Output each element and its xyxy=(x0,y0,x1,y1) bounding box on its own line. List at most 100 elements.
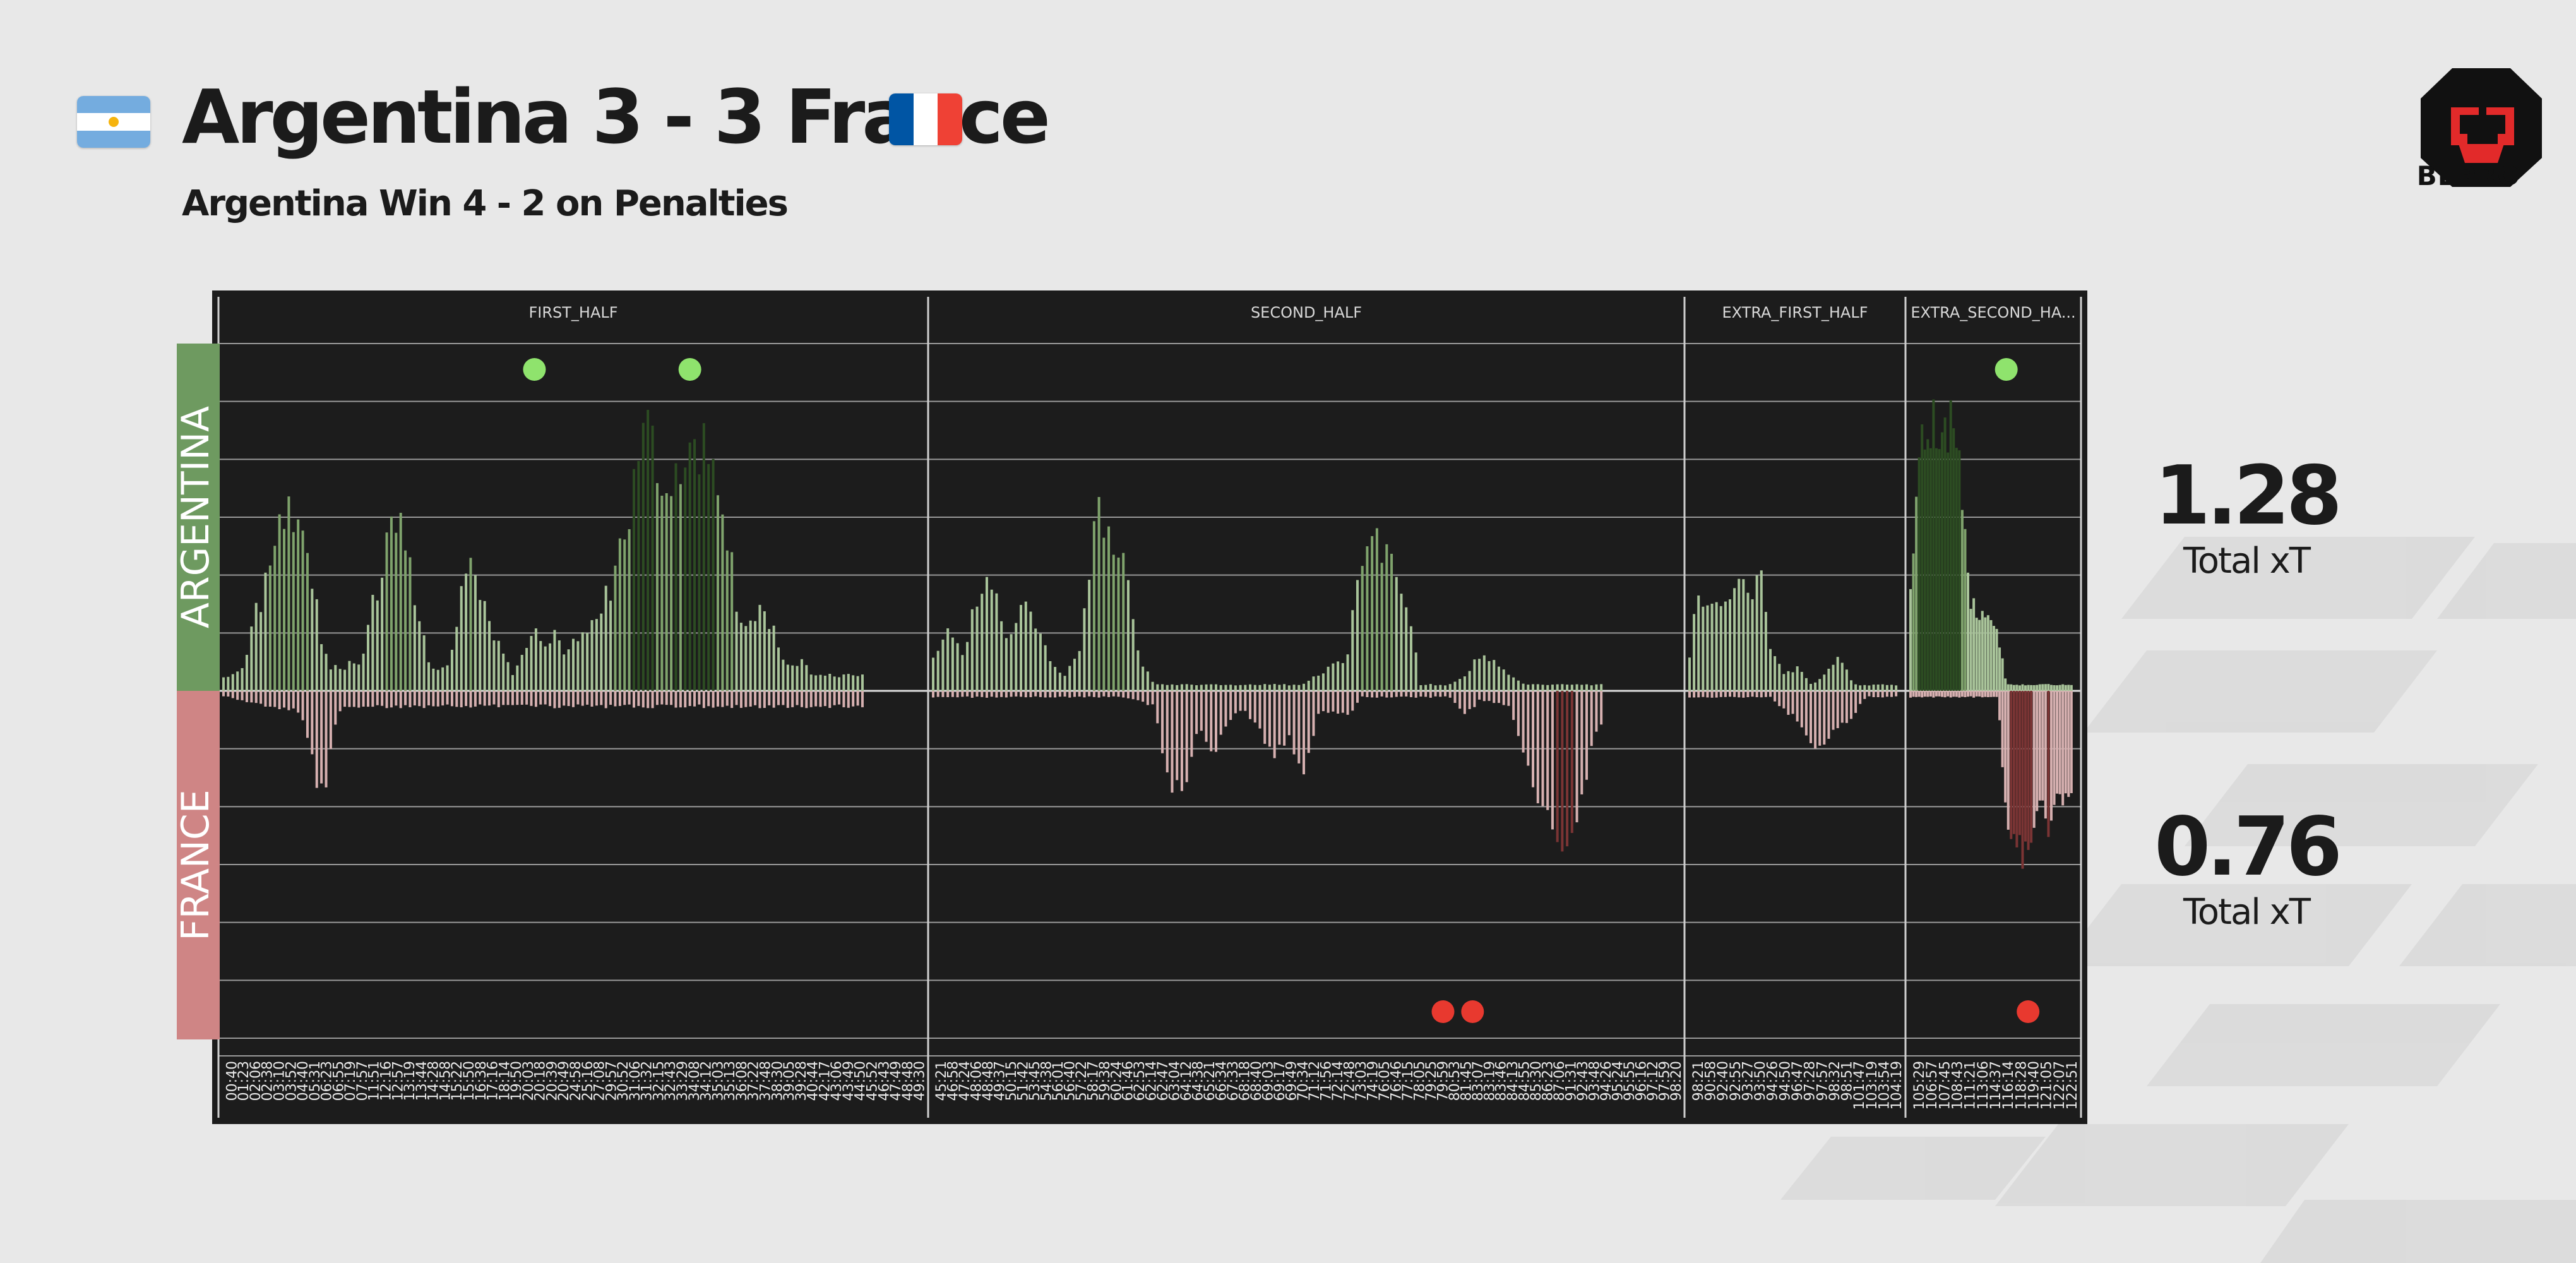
away-xt-bar xyxy=(1932,691,1935,698)
away-xt-bar xyxy=(1273,691,1276,758)
home-xt-bar xyxy=(609,601,612,691)
home-xt-bar xyxy=(352,663,355,691)
x-tick-label: 44:50 xyxy=(853,1061,869,1101)
home-xt-bar xyxy=(1541,685,1544,691)
home-xt-bar xyxy=(1832,664,1835,691)
x-tick-label: 107:45 xyxy=(1937,1061,1953,1110)
away-xt-bar xyxy=(1804,691,1808,736)
x-tick-label: 14:58 xyxy=(438,1061,453,1101)
away-xt-bar xyxy=(516,691,519,705)
x-tick-label: 02:38 xyxy=(260,1061,276,1101)
x-tick-label: 106:57 xyxy=(1924,1061,1940,1110)
away-xt-bar xyxy=(1361,691,1364,697)
home-xt-bar xyxy=(2024,685,2027,691)
away-xt-bar xyxy=(990,691,993,697)
home-xt-bar xyxy=(782,659,785,691)
away-xt-bar xyxy=(623,691,626,705)
home-xt-bar xyxy=(2070,685,2073,691)
away-xt-bar xyxy=(1292,691,1296,755)
home-xt-bar xyxy=(842,674,845,691)
away-xt-bar xyxy=(1958,691,1961,698)
away-xt-bar xyxy=(506,691,510,705)
home-xt-bar xyxy=(1126,580,1130,691)
away-xt-bar xyxy=(315,691,318,788)
home-xt-bar xyxy=(2049,685,2053,691)
home-goal-marker xyxy=(1995,358,2018,381)
x-tick-label: 84:13 xyxy=(1505,1061,1521,1101)
away-xt-bar xyxy=(1947,691,1950,697)
france-total-xt: 0.76 Total xT xyxy=(2120,807,2373,933)
away-xt-bar xyxy=(231,691,234,698)
home-xt-bar xyxy=(1122,553,1125,691)
home-xt-bar xyxy=(408,557,412,691)
away-xt-bar xyxy=(1356,691,1359,703)
home-xt-bar xyxy=(800,659,803,691)
away-xt-bar xyxy=(595,691,598,706)
home-xt-bar xyxy=(502,654,505,691)
home-xt-bar xyxy=(1702,606,1705,691)
home-xt-bar xyxy=(1964,529,1967,691)
argentina-xt-label: Total xT xyxy=(2183,541,2311,582)
france-xt-label: Total xT xyxy=(2183,892,2311,933)
away-xt-bar xyxy=(2032,691,2036,828)
home-xt-bar xyxy=(641,422,645,691)
away-xt-bar xyxy=(1200,691,1203,731)
home-xt-bar xyxy=(1307,680,1310,691)
home-xt-bar xyxy=(1102,537,1106,691)
home-xt-bar xyxy=(292,532,295,691)
home-xt-bar xyxy=(1419,685,1422,691)
x-tick-label: 39:05 xyxy=(782,1061,797,1101)
home-xt-bar xyxy=(712,458,715,691)
home-xt-bar xyxy=(539,641,542,691)
home-xt-bar xyxy=(688,442,691,691)
away-xt-bar xyxy=(549,691,552,707)
home-xt-bar xyxy=(404,550,407,691)
home-xt-bar xyxy=(1337,661,1340,691)
away-xt-bar xyxy=(1688,691,1691,698)
away-xt-bar xyxy=(966,691,969,697)
home-xt-bar xyxy=(1800,671,1803,691)
home-xt-bar xyxy=(376,600,379,691)
home-xt-bar xyxy=(647,410,650,691)
home-xt-bar xyxy=(1912,553,1915,691)
x-tick-label: 13:44 xyxy=(414,1061,430,1101)
home-xt-bar xyxy=(1024,601,1027,691)
away-xt-bar xyxy=(852,691,855,707)
home-xt-bar xyxy=(684,467,687,691)
home-xt-bar xyxy=(1448,684,1452,691)
home-xt-bar xyxy=(1107,526,1111,691)
away-xt-bar xyxy=(395,691,398,706)
away-xt-bar xyxy=(1921,691,1924,698)
home-xt-bar xyxy=(739,623,742,691)
home-xt-bar xyxy=(847,674,850,691)
away-xt-bar xyxy=(334,691,337,725)
x-tick-label: 35:03 xyxy=(710,1061,726,1101)
x-tick-label: 96:16 xyxy=(1633,1061,1649,1101)
away-xt-bar xyxy=(1321,691,1325,712)
home-xt-bar xyxy=(754,621,757,691)
away-xt-bar xyxy=(932,691,934,698)
away-xt-bar xyxy=(1097,691,1100,698)
away-xt-bar xyxy=(544,691,547,705)
away-xt-bar xyxy=(1176,691,1179,781)
home-xt-bar xyxy=(628,529,631,691)
home-xt-bar xyxy=(1458,679,1462,691)
home-xt-bar xyxy=(716,495,719,691)
home-xt-bar xyxy=(1782,674,1786,691)
away-xt-bar xyxy=(1566,691,1569,847)
away-xt-bar xyxy=(2041,691,2044,801)
away-xt-bar xyxy=(1872,691,1875,697)
home-xt-bar xyxy=(479,600,482,691)
home-xt-bar xyxy=(1117,557,1120,691)
away-xt-bar xyxy=(563,691,566,706)
away-xt-bar xyxy=(1943,691,1947,698)
away-xt-bar xyxy=(254,691,258,703)
away-xt-bar xyxy=(1083,691,1086,698)
away-xt-bar xyxy=(1332,691,1335,712)
away-xt-bar xyxy=(479,691,482,705)
away-xt-bar xyxy=(371,691,374,707)
away-xt-bar xyxy=(2007,691,2010,830)
home-xt-bar xyxy=(1185,684,1188,691)
home-xt-bar xyxy=(1787,671,1790,691)
away-xt-bar xyxy=(1590,691,1593,746)
